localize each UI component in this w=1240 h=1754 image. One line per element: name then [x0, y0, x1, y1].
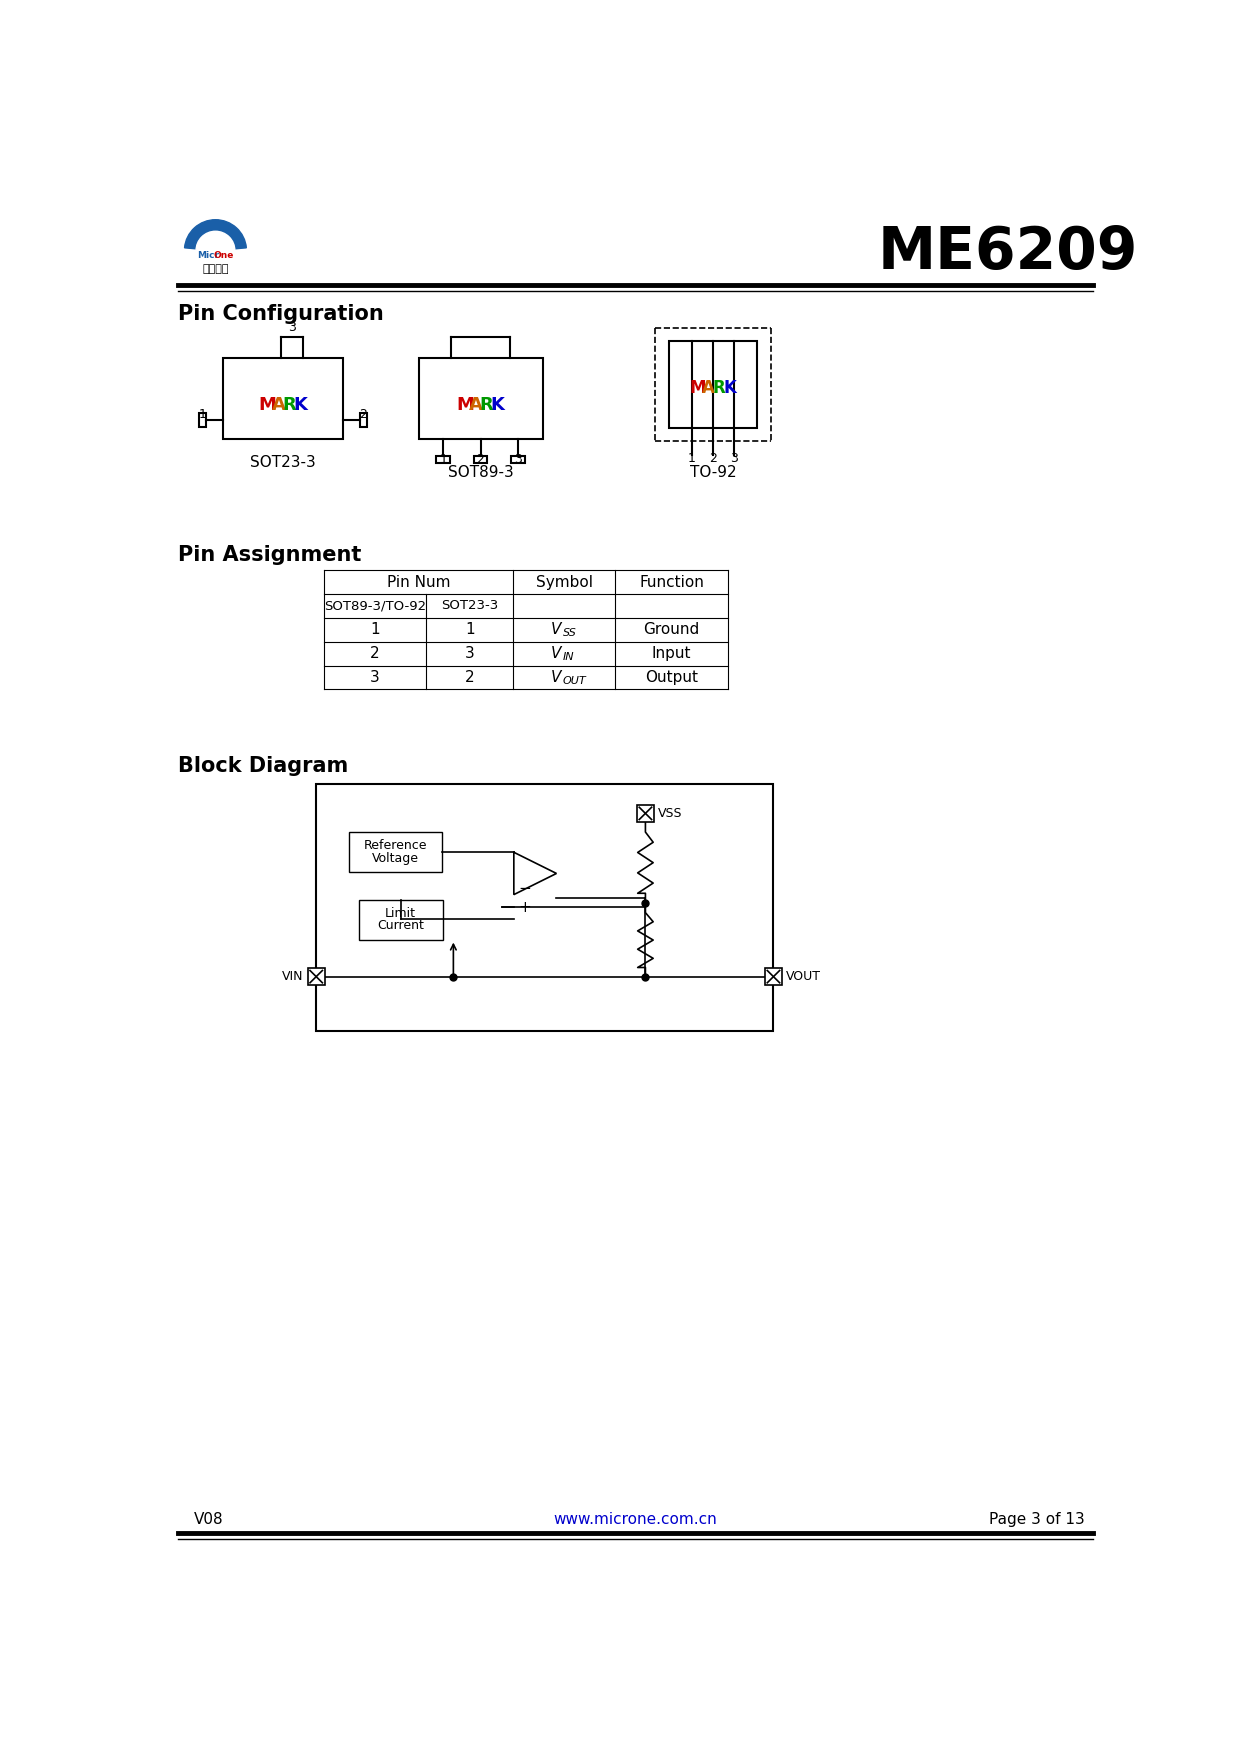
- Text: 2: 2: [465, 670, 475, 686]
- Text: VSS: VSS: [657, 807, 682, 819]
- Text: ME6209: ME6209: [878, 225, 1137, 281]
- Text: 2: 2: [360, 407, 367, 421]
- Wedge shape: [185, 219, 247, 251]
- Polygon shape: [513, 852, 557, 895]
- Text: 1: 1: [371, 623, 379, 637]
- Text: M: M: [456, 396, 474, 414]
- Text: IN: IN: [563, 652, 574, 661]
- Bar: [419, 358, 543, 438]
- Text: SOT23-3: SOT23-3: [441, 600, 498, 612]
- Text: 3: 3: [465, 645, 475, 661]
- Text: Page 3 of 13: Page 3 of 13: [990, 1512, 1085, 1528]
- Text: R: R: [283, 396, 296, 414]
- Text: K: K: [294, 396, 308, 414]
- Text: 微盟电子: 微盟电子: [202, 265, 228, 274]
- Text: V08: V08: [193, 1512, 223, 1528]
- Text: Function: Function: [639, 575, 704, 589]
- Text: Symbol: Symbol: [536, 575, 593, 589]
- Bar: [308, 968, 325, 986]
- Text: Pin Configuration: Pin Configuration: [179, 305, 384, 324]
- Text: 1: 1: [688, 453, 696, 465]
- Bar: [316, 784, 774, 1031]
- Text: Limit: Limit: [386, 907, 417, 921]
- Text: V: V: [551, 670, 560, 686]
- Text: One: One: [213, 251, 233, 260]
- Text: −: −: [518, 881, 531, 896]
- Text: K: K: [724, 379, 737, 398]
- Text: K: K: [491, 396, 505, 414]
- Text: 1: 1: [465, 623, 475, 637]
- Text: SOT89-3/TO-92: SOT89-3/TO-92: [324, 600, 427, 612]
- Text: www.microne.com.cn: www.microne.com.cn: [553, 1512, 718, 1528]
- Text: 3: 3: [730, 453, 738, 465]
- Circle shape: [196, 232, 234, 270]
- Text: V: V: [551, 645, 560, 661]
- Text: 3: 3: [513, 453, 522, 467]
- Bar: [348, 831, 441, 872]
- Text: Pin Assignment: Pin Assignment: [179, 545, 362, 565]
- Text: SS: SS: [563, 628, 577, 638]
- Bar: [511, 456, 525, 463]
- Text: A: A: [469, 396, 482, 414]
- Text: OUT: OUT: [563, 675, 587, 686]
- Text: 2: 2: [476, 453, 485, 467]
- Text: 1: 1: [200, 407, 207, 421]
- Bar: [436, 456, 450, 463]
- Text: 2: 2: [709, 453, 717, 465]
- Text: SOT23-3: SOT23-3: [250, 454, 316, 470]
- Text: VOUT: VOUT: [786, 970, 821, 984]
- Text: 3: 3: [288, 321, 295, 335]
- Text: VIN: VIN: [283, 970, 304, 984]
- Bar: [474, 456, 487, 463]
- Text: Voltage: Voltage: [372, 851, 419, 865]
- Text: +: +: [518, 900, 531, 916]
- Bar: [668, 342, 758, 428]
- Bar: [637, 805, 653, 823]
- Bar: [200, 412, 206, 426]
- Text: Output: Output: [645, 670, 698, 686]
- Bar: [223, 358, 343, 438]
- Text: Input: Input: [652, 645, 691, 661]
- Bar: [765, 968, 782, 986]
- Text: V: V: [551, 623, 560, 637]
- Text: M: M: [259, 396, 277, 414]
- Text: M: M: [689, 379, 706, 398]
- Text: SOT89-3: SOT89-3: [448, 465, 513, 481]
- Text: 2: 2: [371, 645, 379, 661]
- Text: 1: 1: [439, 453, 448, 467]
- Text: Micr: Micr: [197, 251, 218, 260]
- Bar: [361, 412, 367, 426]
- Text: Pin Num: Pin Num: [387, 575, 450, 589]
- Text: A: A: [702, 379, 714, 398]
- Text: R: R: [480, 396, 494, 414]
- Text: Ground: Ground: [644, 623, 699, 637]
- Text: Current: Current: [377, 919, 424, 933]
- Text: TO-92: TO-92: [689, 465, 737, 479]
- Text: R: R: [713, 379, 725, 398]
- Bar: [358, 900, 443, 940]
- Text: A: A: [272, 396, 285, 414]
- Text: Block Diagram: Block Diagram: [179, 756, 348, 775]
- Text: 3: 3: [371, 670, 379, 686]
- Text: Reference: Reference: [363, 838, 427, 852]
